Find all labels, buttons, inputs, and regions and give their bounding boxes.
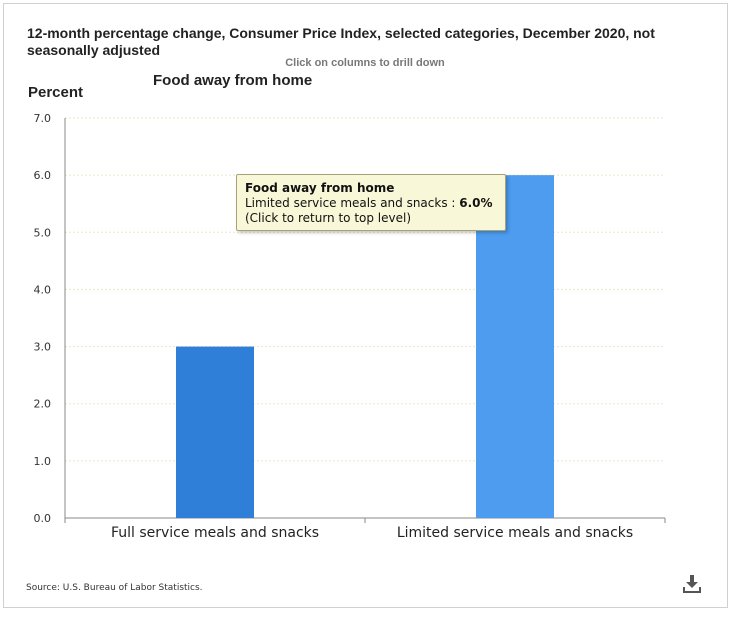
bar-tooltip[interactable]: Food away from home Limited service meal… [236,174,506,231]
y-tick-label: 1.0 [34,455,52,468]
tooltip-value-line: Limited service meals and snacks : 6.0% [245,196,497,211]
chart-subtitle: Food away from home [153,72,313,89]
tooltip-series-label: Limited service meals and snacks : [245,196,460,210]
bar-1[interactable] [176,346,254,518]
tooltip-title: Food away from home [245,181,395,195]
tooltip-value: 6.0% [459,196,493,210]
source-note: Source: U.S. Bureau of Labor Statistics. [26,583,203,593]
y-tick-label: 5.0 [34,226,52,239]
y-tick-label: 3.0 [34,341,52,354]
tooltip-action: (Click to return to top level) [245,211,412,225]
chart-main-title: 12-month percentage change, Consumer Pri… [27,25,655,58]
download-icon[interactable] [681,573,703,595]
bar-2[interactable] [476,175,554,518]
y-tick-label: 7.0 [34,112,52,125]
x-category-label: Full service meals and snacks [111,525,319,541]
y-tick-label: 2.0 [34,398,52,411]
y-tick-label: 0.0 [34,512,52,525]
y-axis-label: Percent [28,84,84,101]
chart-frame [3,3,728,608]
y-tick-label: 4.0 [34,283,52,296]
x-category-label: Limited service meals and snacks [397,525,633,541]
drill-down-hint: Click on columns to drill down [285,57,445,69]
y-tick-label: 6.0 [34,169,52,182]
